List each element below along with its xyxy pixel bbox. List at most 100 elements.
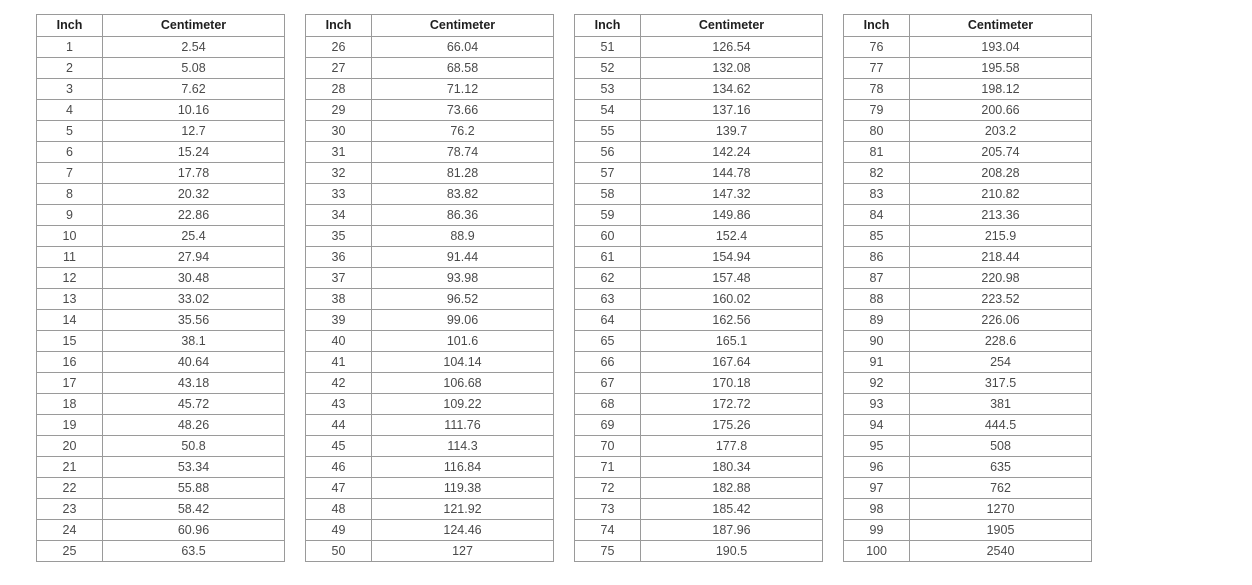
cell-centimeter-value: 198.12 xyxy=(909,78,1092,100)
cell-inch-value: 99 xyxy=(843,519,910,541)
cell-inch-value: 72 xyxy=(574,477,641,499)
table-row: 32 81.28 xyxy=(305,162,554,184)
table-row: 55 139.7 xyxy=(574,120,823,142)
table-row: 30 76.2 xyxy=(305,120,554,142)
cell-centimeter-value: 116.84 xyxy=(371,456,554,478)
cell-centimeter-value: 33.02 xyxy=(102,288,285,310)
cell-inch-value: 81 xyxy=(843,141,910,163)
cell-inch-value: 44 xyxy=(305,414,372,436)
cell-inch-value: 60 xyxy=(574,225,641,247)
cell-inch-value: 17 xyxy=(36,372,103,394)
column-header-inch: Inch xyxy=(305,14,372,37)
cell-inch-value: 35 xyxy=(305,225,372,247)
table-row: 6 15.24 xyxy=(36,141,285,163)
table-row: 26 66.04 xyxy=(305,36,554,58)
table-row: 45 114.3 xyxy=(305,435,554,457)
table-row: 95 508 xyxy=(843,435,1092,457)
table-row: 1 2.54 xyxy=(36,36,285,58)
cell-centimeter-value: 2.54 xyxy=(102,36,285,58)
table-row: 53 134.62 xyxy=(574,78,823,100)
table-row: 69 175.26 xyxy=(574,414,823,436)
table-row: 23 58.42 xyxy=(36,498,285,520)
cell-centimeter-value: 182.88 xyxy=(640,477,823,499)
cell-centimeter-value: 76.2 xyxy=(371,120,554,142)
cell-inch-value: 42 xyxy=(305,372,372,394)
cell-centimeter-value: 210.82 xyxy=(909,183,1092,205)
table-row: 27 68.58 xyxy=(305,57,554,79)
cell-inch-value: 84 xyxy=(843,204,910,226)
cell-centimeter-value: 203.2 xyxy=(909,120,1092,142)
cell-inch-value: 73 xyxy=(574,498,641,520)
table-row: 12 30.48 xyxy=(36,267,285,289)
cell-inch-value: 4 xyxy=(36,99,103,121)
table-row: 5 12.7 xyxy=(36,120,285,142)
table-row: 16 40.64 xyxy=(36,351,285,373)
cell-inch-value: 59 xyxy=(574,204,641,226)
table-row: 54 137.16 xyxy=(574,99,823,121)
table-row: 44 111.76 xyxy=(305,414,554,436)
cell-centimeter-value: 15.24 xyxy=(102,141,285,163)
table-row: 68 172.72 xyxy=(574,393,823,415)
table-row: 38 96.52 xyxy=(305,288,554,310)
cell-inch-value: 12 xyxy=(36,267,103,289)
cell-inch-value: 19 xyxy=(36,414,103,436)
cell-inch-value: 23 xyxy=(36,498,103,520)
conversion-table-1: Inch Centimeter 1 2.54 2 5.08 3 7.62 4 10.16 5 12.7… xyxy=(36,14,285,562)
cell-inch-value: 77 xyxy=(843,57,910,79)
cell-centimeter-value: 152.4 xyxy=(640,225,823,247)
cell-centimeter-value: 22.86 xyxy=(102,204,285,226)
column-header-inch: Inch xyxy=(36,14,103,37)
table-row: 46 116.84 xyxy=(305,456,554,478)
table-row: 73 185.42 xyxy=(574,498,823,520)
cell-centimeter-value: 30.48 xyxy=(102,267,285,289)
table-row: 37 93.98 xyxy=(305,267,554,289)
cell-inch-value: 61 xyxy=(574,246,641,268)
cell-inch-value: 28 xyxy=(305,78,372,100)
table-row: 51 126.54 xyxy=(574,36,823,58)
cell-inch-value: 7 xyxy=(36,162,103,184)
cell-centimeter-value: 228.6 xyxy=(909,330,1092,352)
cell-centimeter-value: 20.32 xyxy=(102,183,285,205)
cell-inch-value: 93 xyxy=(843,393,910,415)
cell-inch-value: 14 xyxy=(36,309,103,331)
cell-inch-value: 69 xyxy=(574,414,641,436)
table-row: 82 208.28 xyxy=(843,162,1092,184)
cell-inch-value: 36 xyxy=(305,246,372,268)
cell-centimeter-value: 99.06 xyxy=(371,309,554,331)
table-row: 19 48.26 xyxy=(36,414,285,436)
table-row: 57 144.78 xyxy=(574,162,823,184)
cell-inch-value: 11 xyxy=(36,246,103,268)
table-row: 62 157.48 xyxy=(574,267,823,289)
table-row: 36 91.44 xyxy=(305,246,554,268)
table-row: 100 2540 xyxy=(843,540,1092,562)
cell-inch-value: 38 xyxy=(305,288,372,310)
cell-centimeter-value: 109.22 xyxy=(371,393,554,415)
cell-inch-value: 63 xyxy=(574,288,641,310)
cell-centimeter-value: 226.06 xyxy=(909,309,1092,331)
cell-centimeter-value: 43.18 xyxy=(102,372,285,394)
table-row: 43 109.22 xyxy=(305,393,554,415)
cell-centimeter-value: 508 xyxy=(909,435,1092,457)
cell-centimeter-value: 55.88 xyxy=(102,477,285,499)
table-row: 64 162.56 xyxy=(574,309,823,331)
cell-inch-value: 87 xyxy=(843,267,910,289)
cell-inch-value: 18 xyxy=(36,393,103,415)
cell-inch-value: 89 xyxy=(843,309,910,331)
table-row: 17 43.18 xyxy=(36,372,285,394)
table-row: 11 27.94 xyxy=(36,246,285,268)
table-row: 8 20.32 xyxy=(36,183,285,205)
conversion-tables-container: Inch Centimeter 1 2.54 2 5.08 3 7.62 4 10.16 5 12.7… xyxy=(36,14,1092,562)
cell-centimeter-value: 68.58 xyxy=(371,57,554,79)
cell-inch-value: 16 xyxy=(36,351,103,373)
table-row: 78 198.12 xyxy=(843,78,1092,100)
table-row: 35 88.9 xyxy=(305,225,554,247)
cell-centimeter-value: 137.16 xyxy=(640,99,823,121)
table-row: 63 160.02 xyxy=(574,288,823,310)
cell-centimeter-value: 12.7 xyxy=(102,120,285,142)
table-row: 58 147.32 xyxy=(574,183,823,205)
cell-inch-value: 86 xyxy=(843,246,910,268)
table-row: 85 215.9 xyxy=(843,225,1092,247)
table-row: 88 223.52 xyxy=(843,288,1092,310)
cell-centimeter-value: 81.28 xyxy=(371,162,554,184)
cell-centimeter-value: 88.9 xyxy=(371,225,554,247)
